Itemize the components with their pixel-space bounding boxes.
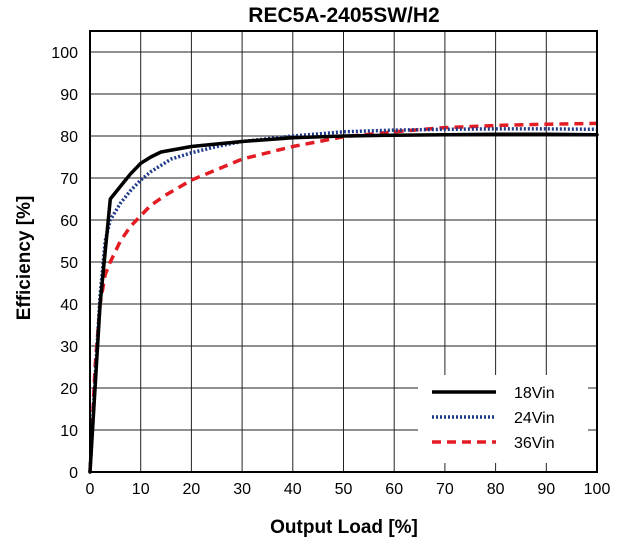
- y-tick-label: 100: [51, 45, 78, 62]
- x-tick-label: 80: [487, 481, 505, 498]
- legend-background: [418, 375, 588, 463]
- y-tick-label: 50: [60, 255, 78, 272]
- x-tick-label: 90: [537, 481, 555, 498]
- chart-title: REC5A-2405SW/H2: [248, 4, 439, 27]
- legend-label-18vin: 18Vin: [514, 385, 555, 402]
- y-tick-label: 60: [60, 213, 78, 230]
- y-axis-label: Efficiency [%]: [14, 196, 35, 321]
- x-tick-label: 50: [335, 481, 353, 498]
- series-line-24vin: [88, 127, 598, 473]
- series-lines: [88, 121, 599, 474]
- x-tick-label: 30: [233, 481, 251, 498]
- x-tick-label: 70: [436, 481, 454, 498]
- x-tick-label: 0: [86, 481, 95, 498]
- x-axis-label: Output Load [%]: [270, 517, 418, 538]
- x-tick-label: 60: [385, 481, 403, 498]
- legend-label-36vin: 36Vin: [514, 435, 555, 452]
- series-line-36vin: [88, 121, 598, 473]
- x-tick-label: 100: [584, 481, 611, 498]
- series-line-18vin: [88, 132, 599, 474]
- legend: 18Vin 24Vin 36Vin: [418, 375, 588, 463]
- legend-label-24vin: 24Vin: [514, 410, 555, 427]
- x-axis-ticks: 0 10 20 30 40 50 60 70 80 90 100: [86, 481, 611, 498]
- y-tick-label: 0: [69, 465, 78, 482]
- x-tick-label: 10: [132, 481, 150, 498]
- x-tick-label: 20: [183, 481, 201, 498]
- x-tick-label: 40: [284, 481, 302, 498]
- y-tick-label: 20: [60, 381, 78, 398]
- y-tick-label: 90: [60, 87, 78, 104]
- y-tick-label: 70: [60, 171, 78, 188]
- plot-frame: [89, 30, 598, 473]
- y-tick-label: 10: [60, 423, 78, 440]
- y-axis-ticks: 0 10 20 30 40 50 60 70 80 90 100: [51, 45, 78, 482]
- y-tick-label: 30: [60, 339, 78, 356]
- y-tick-label: 80: [60, 129, 78, 146]
- y-tick-label: 40: [60, 297, 78, 314]
